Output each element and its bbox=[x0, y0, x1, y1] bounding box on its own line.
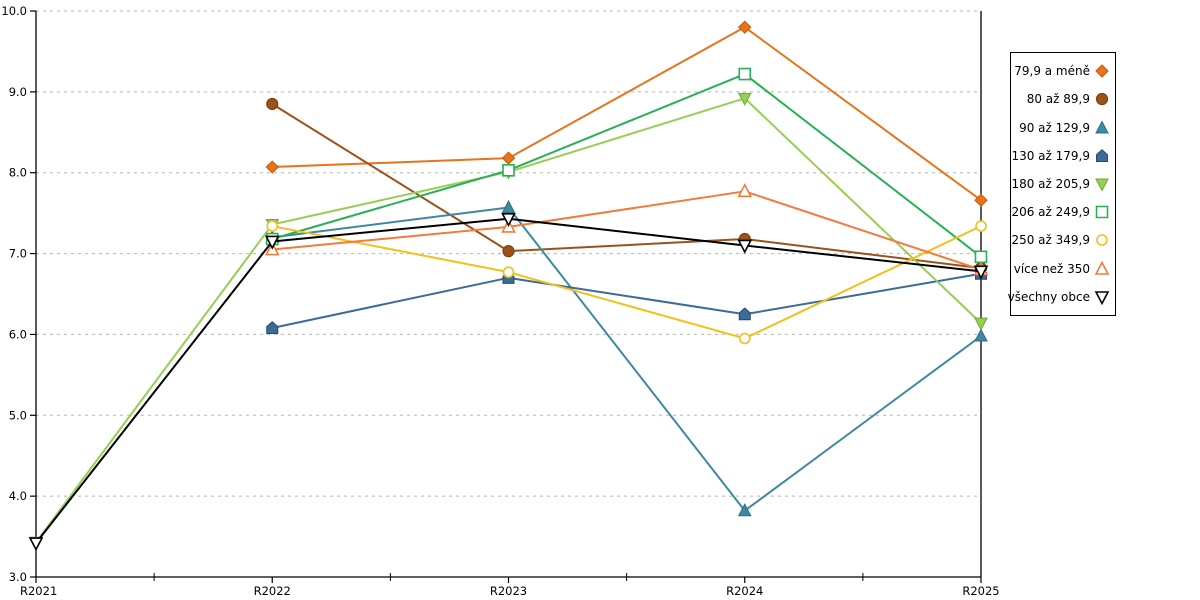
legend-item-2: 80 až 89,9 bbox=[1013, 91, 1110, 107]
data-point-series-9 bbox=[973, 265, 989, 280]
legend-label: všechny obce bbox=[1007, 289, 1090, 304]
y-tick-label: 5.0 bbox=[9, 408, 27, 422]
legend-label: 180 až 205,9 bbox=[1011, 176, 1090, 191]
legend-item-8: více než 350 bbox=[1013, 260, 1110, 277]
legend-label: více než 350 bbox=[1013, 261, 1090, 276]
series-line-2 bbox=[271, 103, 982, 270]
data-point-series-5 bbox=[974, 317, 988, 331]
data-point-series-1 bbox=[501, 151, 516, 165]
data-point-series-3 bbox=[737, 503, 752, 517]
series-line-4 bbox=[272, 272, 982, 329]
data-point-series-2 bbox=[266, 97, 279, 111]
legend-item-3: 90 až 129,9 bbox=[1013, 119, 1110, 136]
y-tick-label: 4.0 bbox=[9, 489, 27, 503]
data-point-series-7 bbox=[266, 220, 279, 232]
legend-marker-square-icon bbox=[1095, 205, 1109, 219]
data-point-series-7 bbox=[738, 332, 751, 345]
legend-item-1: 79,9 a méně bbox=[1013, 63, 1110, 79]
data-point-series-4 bbox=[738, 307, 751, 321]
data-point-series-7 bbox=[975, 220, 987, 232]
data-point-series-9 bbox=[264, 235, 280, 250]
legend-marker-shape bbox=[1095, 178, 1109, 192]
data-point-series-1 bbox=[265, 160, 279, 174]
legend-item-9: všechny obce bbox=[1008, 289, 1110, 305]
x-tick-label: R2025 bbox=[962, 584, 999, 598]
legend-label: 206 až 249,9 bbox=[1011, 205, 1090, 220]
data-point-series-7 bbox=[502, 266, 515, 278]
data-point-series-9 bbox=[737, 239, 753, 254]
data-point-series-3 bbox=[974, 328, 988, 342]
legend-marker-pentagon-icon bbox=[1096, 148, 1108, 162]
series-line-1 bbox=[272, 26, 982, 202]
legend-item-6: 206 až 249,9 bbox=[1011, 204, 1110, 220]
legend-item-5: 180 až 205,9 bbox=[1011, 176, 1110, 192]
data-point-series-9 bbox=[28, 537, 44, 552]
legend-label: 130 až 179,9 bbox=[1011, 148, 1090, 163]
data-point-series-4 bbox=[266, 321, 279, 334]
series-line-3 bbox=[272, 206, 982, 512]
data-point-series-3 bbox=[501, 199, 516, 213]
x-tick-label: R2023 bbox=[490, 584, 527, 598]
data-point-series-1 bbox=[974, 193, 988, 207]
y-tick-label: 6.0 bbox=[9, 327, 27, 341]
legend-marker-shape bbox=[1095, 64, 1109, 78]
x-tick-label: R2021 bbox=[20, 584, 57, 598]
legend-marker-circle-icon bbox=[1095, 93, 1109, 106]
legend-marker-triangle-up-icon bbox=[1095, 119, 1109, 134]
y-tick-label: 10.0 bbox=[1, 4, 27, 18]
legend-marker-circle-icon bbox=[1096, 234, 1108, 247]
data-point-series-6 bbox=[974, 250, 988, 264]
data-point-series-6 bbox=[738, 67, 752, 81]
legend-item-7: 250 až 349,9 bbox=[1011, 232, 1110, 248]
legend-marker-triangle-up-icon bbox=[1094, 260, 1110, 275]
data-point-series-9 bbox=[501, 213, 516, 228]
legend-marker-diamond-icon bbox=[1095, 64, 1109, 78]
legend-marker-shape bbox=[1096, 148, 1108, 162]
data-point-series-8 bbox=[737, 183, 753, 198]
legend-label: 79,9 a méně bbox=[1014, 64, 1090, 79]
series-line-7 bbox=[272, 225, 982, 340]
x-tick-label: R2024 bbox=[726, 584, 763, 598]
legend-marker-triangle-down-icon bbox=[1094, 291, 1110, 305]
legend: 79,9 a méně 80 až 89,9 90 až 129,9 130 až 1… bbox=[1008, 52, 1116, 316]
data-point-series-1 bbox=[738, 20, 752, 34]
data-point-series-2 bbox=[502, 245, 515, 258]
legend-label: 90 až 129,9 bbox=[1019, 120, 1090, 135]
legend-marker-shape bbox=[1095, 93, 1109, 106]
series-line-6 bbox=[271, 73, 982, 258]
legend-marker-shape bbox=[1095, 119, 1109, 134]
series-line-8 bbox=[272, 190, 982, 271]
legend-marker-shape bbox=[1096, 234, 1108, 247]
y-tick-label: 9.0 bbox=[9, 85, 27, 99]
legend-marker-shape bbox=[1095, 205, 1109, 219]
y-tick-label: 7.0 bbox=[9, 247, 27, 261]
legend-item-4: 130 až 179,9 bbox=[1011, 148, 1110, 164]
legend-marker-triangle-down-icon bbox=[1095, 178, 1109, 192]
y-tick-label: 8.0 bbox=[9, 166, 27, 180]
legend-marker-shape bbox=[1094, 260, 1110, 275]
legend-label: 250 až 349,9 bbox=[1011, 233, 1090, 248]
legend-label: 80 až 89,9 bbox=[1026, 92, 1090, 107]
x-tick-label: R2022 bbox=[254, 584, 291, 598]
y-tick-label: 3.0 bbox=[9, 570, 27, 584]
data-point-series-6 bbox=[502, 163, 515, 177]
legend-marker-shape bbox=[1094, 291, 1110, 305]
data-point-series-5 bbox=[737, 92, 752, 106]
